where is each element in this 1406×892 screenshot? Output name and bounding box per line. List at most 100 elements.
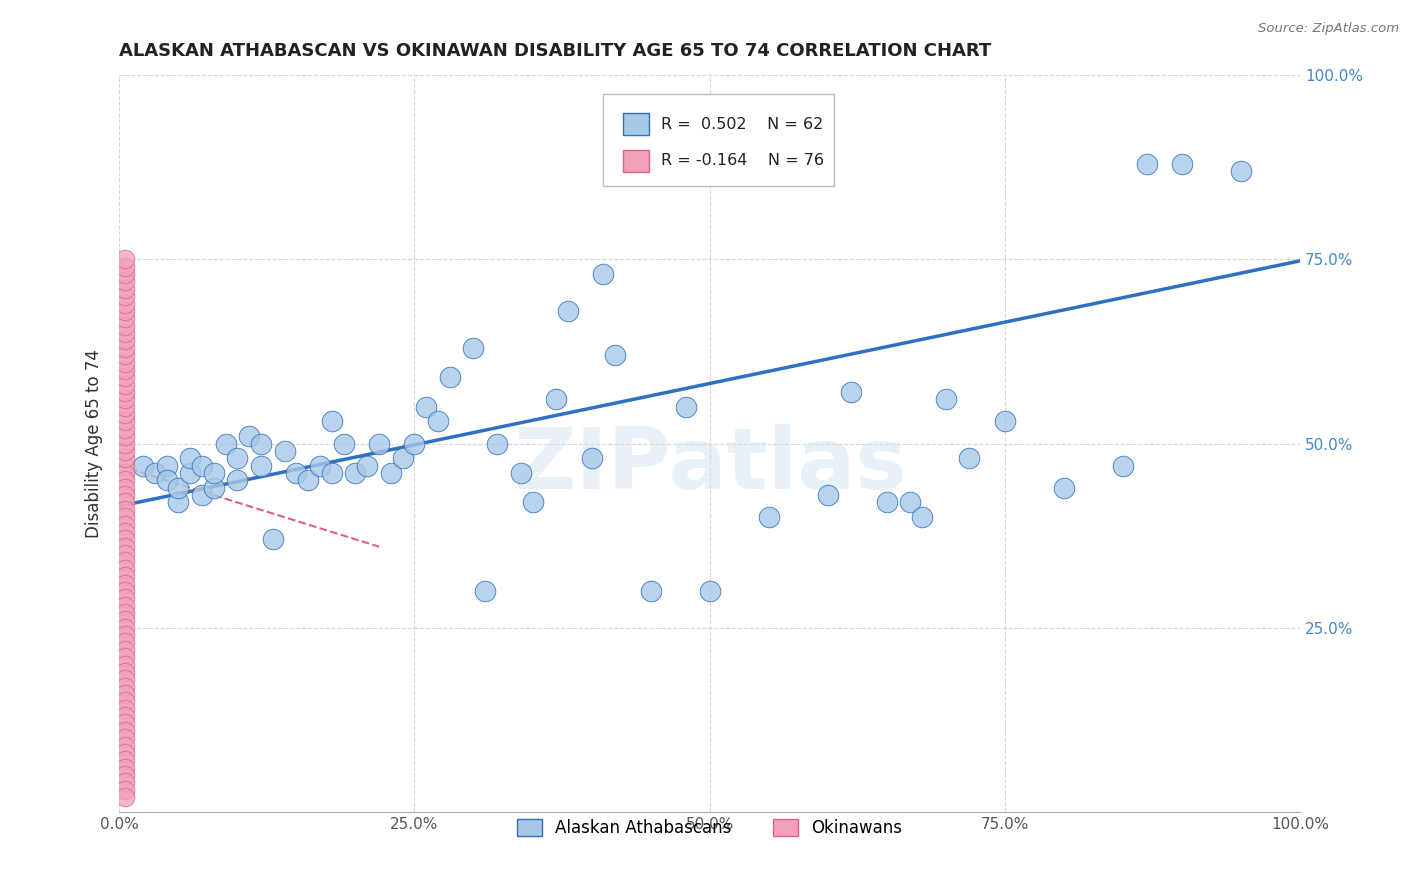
Point <box>911 510 934 524</box>
Point <box>114 657 136 672</box>
Point <box>114 407 136 421</box>
Point <box>114 311 136 326</box>
Point <box>114 642 136 657</box>
Point <box>114 304 136 318</box>
Point <box>356 458 378 473</box>
Point <box>114 562 136 576</box>
Point <box>114 436 136 450</box>
Point <box>114 275 136 289</box>
Point <box>114 569 136 583</box>
Point <box>592 267 614 281</box>
Point <box>114 289 136 303</box>
Point <box>114 540 136 554</box>
Point <box>114 716 136 731</box>
Point <box>191 458 214 473</box>
Point <box>114 709 136 723</box>
Point <box>114 739 136 753</box>
Point <box>250 458 273 473</box>
Point <box>439 370 461 384</box>
Point <box>191 488 214 502</box>
Point <box>114 474 136 488</box>
Point <box>114 334 136 348</box>
Text: Source: ZipAtlas.com: Source: ZipAtlas.com <box>1258 22 1399 36</box>
Point <box>368 436 391 450</box>
FancyBboxPatch shape <box>623 150 650 172</box>
Point <box>876 495 898 509</box>
Point <box>167 481 190 495</box>
Point <box>114 583 136 598</box>
Point <box>114 599 136 613</box>
Point <box>391 451 413 466</box>
Point <box>114 524 136 539</box>
Point <box>427 414 450 428</box>
Point <box>957 451 980 466</box>
Point <box>114 282 136 296</box>
Point <box>114 606 136 620</box>
Point <box>114 621 136 635</box>
Point <box>114 761 136 775</box>
Point <box>202 481 225 495</box>
Point <box>132 458 155 473</box>
Point <box>546 392 568 407</box>
Point <box>114 392 136 407</box>
Point <box>114 400 136 414</box>
Point <box>404 436 426 450</box>
Text: R = -0.164    N = 76: R = -0.164 N = 76 <box>661 153 824 169</box>
Point <box>114 554 136 568</box>
Point <box>114 341 136 355</box>
Point <box>238 429 260 443</box>
Point <box>841 384 863 399</box>
Point <box>114 635 136 649</box>
Point <box>114 790 136 805</box>
Point <box>898 495 921 509</box>
Point <box>262 533 284 547</box>
Text: R =  0.502    N = 62: R = 0.502 N = 62 <box>661 117 824 132</box>
Point <box>114 458 136 473</box>
Point <box>114 753 136 767</box>
Legend: Alaskan Athabascans, Okinawans: Alaskan Athabascans, Okinawans <box>510 813 910 844</box>
Point <box>463 341 485 355</box>
Point <box>114 768 136 782</box>
Point <box>699 583 721 598</box>
Point <box>474 583 496 598</box>
Point <box>114 348 136 362</box>
Point <box>675 400 697 414</box>
Point <box>114 252 136 267</box>
Point <box>273 444 295 458</box>
Point <box>114 533 136 547</box>
Point <box>994 414 1017 428</box>
Point <box>285 466 308 480</box>
Point <box>114 613 136 627</box>
Point <box>114 576 136 591</box>
Point <box>114 673 136 687</box>
Point <box>226 451 249 466</box>
Point <box>114 260 136 274</box>
Point <box>114 746 136 760</box>
Point <box>226 474 249 488</box>
Y-axis label: Disability Age 65 to 74: Disability Age 65 to 74 <box>86 349 103 538</box>
Point <box>309 458 332 473</box>
Point <box>114 782 136 797</box>
Point <box>114 429 136 443</box>
Point <box>155 474 177 488</box>
Point <box>179 451 201 466</box>
Point <box>114 731 136 746</box>
Point <box>114 591 136 606</box>
FancyBboxPatch shape <box>623 113 650 136</box>
Point <box>114 680 136 694</box>
Point <box>114 702 136 716</box>
Point <box>509 466 531 480</box>
Point <box>114 488 136 502</box>
Point <box>114 444 136 458</box>
Point <box>114 547 136 561</box>
FancyBboxPatch shape <box>603 94 834 186</box>
Point <box>114 296 136 310</box>
Point <box>114 466 136 480</box>
Point <box>179 466 201 480</box>
Point <box>321 466 343 480</box>
Point <box>167 495 190 509</box>
Point <box>581 451 603 466</box>
Point <box>640 583 662 598</box>
Point <box>486 436 509 450</box>
Point <box>114 687 136 701</box>
